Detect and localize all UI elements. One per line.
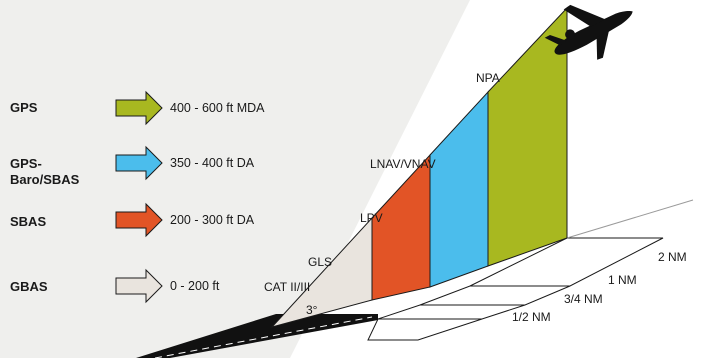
arrow-right-icon: [115, 268, 163, 304]
arrow-right-icon: [115, 90, 163, 126]
gps-panel: [487, 6, 568, 267]
system-minimum: 350 - 400 ft DA: [170, 156, 255, 170]
distance-label-2nm: 2 NM: [658, 250, 687, 264]
ground-plane: [367, 237, 664, 341]
system-row-gbas: GBAS 0 - 200 ft: [10, 268, 220, 304]
runway: [136, 314, 378, 358]
system-row-sbas: SBAS 200 - 300 ft DA: [10, 202, 255, 238]
distance-strip-1nm: [419, 285, 571, 306]
distance-label-1nm: 1 NM: [608, 273, 637, 287]
arrow-right-icon: [115, 202, 163, 238]
approach-wedge: [270, 6, 568, 328]
system-row-gps-baro-sbas: GPS- Baro/SBAS 350 - 400 ft DA: [10, 145, 255, 187]
lpv-label: LPV: [360, 211, 383, 225]
system-minimum: 200 - 300 ft DA: [170, 213, 255, 227]
system-minimum: 0 - 200 ft: [170, 279, 220, 293]
cat-label: CAT II/III: [264, 280, 310, 294]
system-name-line1: GPS-: [10, 156, 42, 171]
distance-label-34nm: 3/4 NM: [564, 292, 603, 306]
distance-label-12nm: 1/2 NM: [512, 310, 551, 324]
system-row-gps: GPS 400 - 600 ft MDA: [10, 90, 265, 126]
lnav-vnav-label: LNAV/VNAV: [370, 157, 436, 171]
runway-surface: [136, 314, 378, 358]
npa-label: NPA: [476, 71, 500, 85]
glide-angle-label: 3°: [306, 303, 318, 317]
system-name: GPS: [10, 100, 38, 115]
system-name: SBAS: [10, 214, 46, 229]
airplane-icon: [544, 4, 633, 60]
runway-centerline: [154, 316, 373, 358]
system-minimum: 400 - 600 ft MDA: [170, 101, 265, 115]
system-name-line2: Baro/SBAS: [10, 172, 80, 187]
distance-strip-34nm: [377, 304, 526, 320]
gps-baro-sbas-panel: [429, 90, 489, 288]
background-panel: [0, 0, 470, 358]
arrow-right-icon: [115, 145, 163, 181]
distance-strip-12nm: [367, 318, 483, 341]
system-name: GBAS: [10, 279, 48, 294]
gls-label: GLS: [308, 255, 332, 269]
horizon-line: [566, 199, 694, 239]
